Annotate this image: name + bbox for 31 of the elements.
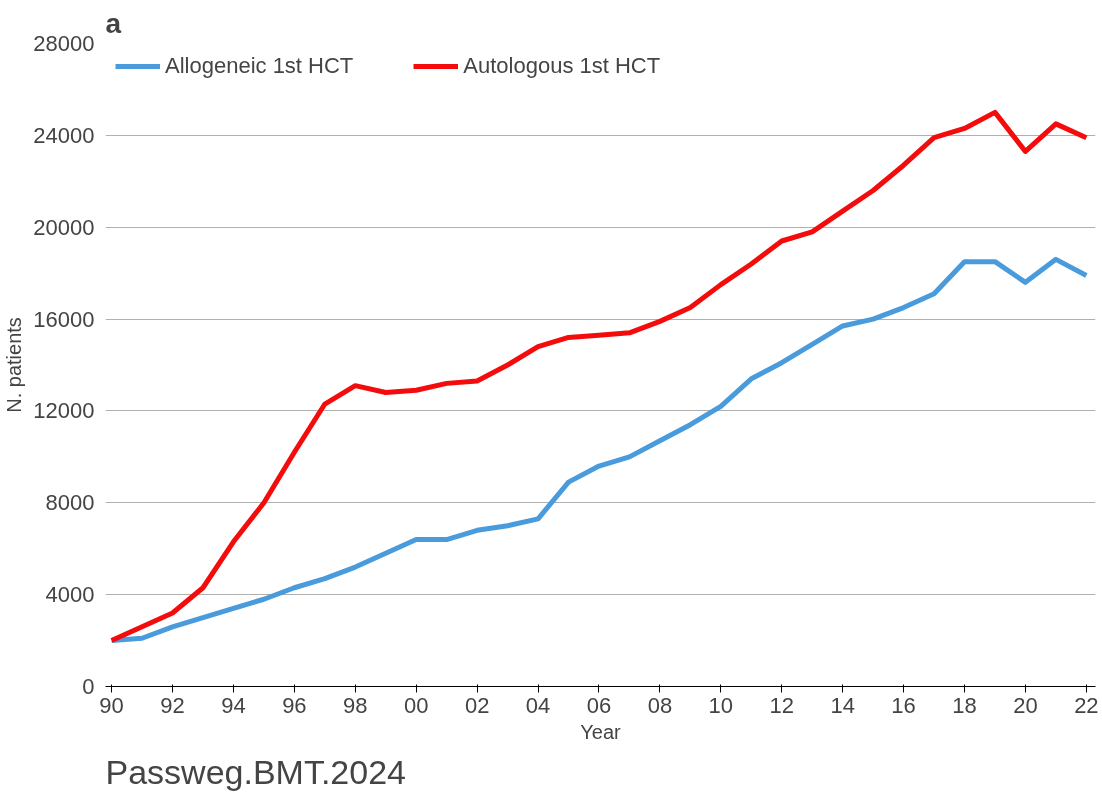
text: Passweg.BMT.2024 [105, 752, 406, 791]
y-tick-label: 20000 [33, 214, 95, 240]
legend-label: Allogeneic 1st HCT [165, 53, 354, 79]
x-tick-label: 16 [891, 692, 916, 718]
x-tick-label: 94 [221, 692, 246, 718]
x-tick-label: 04 [525, 692, 551, 718]
y-tick-label: 0 [82, 674, 95, 699]
x-tick-label: 00 [403, 692, 429, 718]
x-tick-label: 08 [647, 692, 673, 718]
legend-label: Autologous 1st HCT [463, 53, 661, 79]
y-tick-label: 28000 [33, 31, 95, 56]
x-tick-label: 92 [160, 692, 185, 718]
x-tick-label: 22 [1074, 692, 1099, 718]
x-tick-label: 90 [99, 692, 124, 718]
x-tick-label: 02 [464, 692, 490, 718]
y-axis-title: N. patients [3, 317, 26, 413]
x-tick-label: 96 [282, 692, 307, 718]
y-tick-label: 4000 [45, 582, 95, 608]
chart-title: a [105, 7, 122, 39]
x-tick-label: 20 [1013, 692, 1038, 718]
y-tick-label: 12000 [33, 398, 95, 424]
x-tick-label: 18 [952, 692, 977, 718]
x-tick-label: 14 [830, 692, 855, 718]
x-tick-label: 10 [708, 692, 734, 718]
y-tick-label: 24000 [33, 122, 95, 148]
y-tick-label: 16000 [33, 306, 95, 332]
y-tick-label: 8000 [45, 490, 95, 516]
x-tick-label: 06 [586, 692, 612, 718]
x-tick-label: 98 [343, 692, 368, 718]
x-tick-label: 12 [769, 692, 794, 718]
x-axis-title: Year [580, 720, 622, 743]
